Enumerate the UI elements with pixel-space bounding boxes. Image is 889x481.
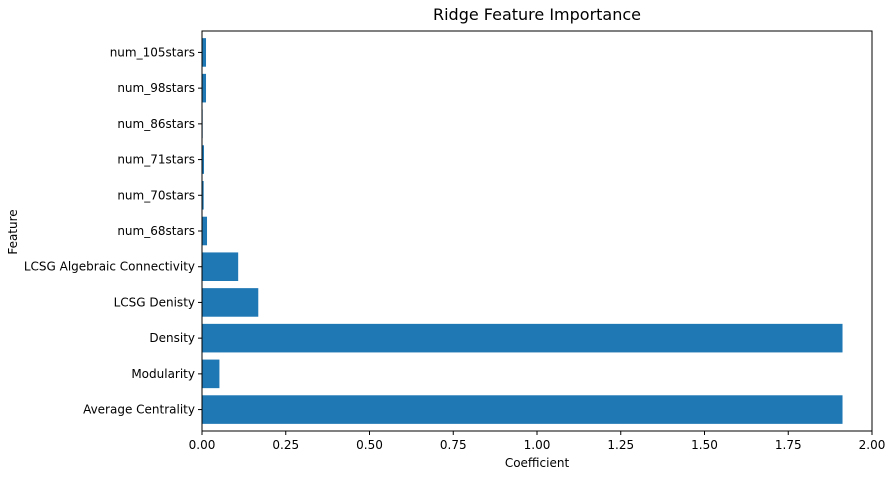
x-axis-label: Coefficient bbox=[505, 456, 570, 470]
y-tick-label: num_105stars bbox=[110, 45, 195, 59]
y-tick-label: num_86stars bbox=[117, 117, 195, 131]
x-tick-label: 1.00 bbox=[524, 438, 551, 452]
bar-num-105stars bbox=[202, 38, 207, 67]
x-tick-label: 0.00 bbox=[189, 438, 216, 452]
bar-density bbox=[202, 323, 843, 353]
y-tick-label: LCSG Algebraic Connectivity bbox=[24, 260, 195, 274]
y-axis-label: Feature bbox=[6, 209, 20, 254]
bar-num-98stars bbox=[202, 73, 207, 103]
bar-modularity bbox=[202, 359, 220, 389]
x-tick-label: 2.00 bbox=[859, 438, 886, 452]
y-tick-label: Average Centrality bbox=[83, 403, 195, 417]
x-tick-label: 0.75 bbox=[440, 438, 467, 452]
y-tick-label: num_70stars bbox=[117, 188, 195, 202]
x-tick-label: 1.50 bbox=[691, 438, 718, 452]
x-tick-label: 1.75 bbox=[775, 438, 802, 452]
y-tick-label: num_71stars bbox=[117, 153, 195, 167]
y-axis-ticks: Average Centrality Modularity Density LCSG … bbox=[24, 45, 202, 417]
bar-lcsg-denisty bbox=[202, 288, 259, 317]
x-axis-ticks: 0.00 0.25 0.50 0.75 1.00 1.25 1.50 1.75 2.00 bbox=[189, 431, 886, 452]
plot-frame bbox=[201, 30, 873, 432]
bar-num-71stars bbox=[202, 145, 205, 174]
bar-num-68stars bbox=[202, 216, 208, 246]
bar-average-centrality bbox=[202, 395, 843, 424]
chart-title: Ridge Feature Importance bbox=[433, 5, 641, 24]
y-tick-label: num_68stars bbox=[117, 224, 195, 238]
y-tick-label: LCSG Denisty bbox=[114, 295, 195, 309]
x-tick-label: 0.50 bbox=[356, 438, 383, 452]
y-tick-label: num_98stars bbox=[117, 81, 195, 95]
bar-num-70stars bbox=[202, 181, 204, 210]
bars-layer bbox=[202, 38, 843, 424]
bar-lcsg-algebraic-connectivity bbox=[202, 252, 239, 281]
x-tick-label: 1.25 bbox=[607, 438, 634, 452]
y-tick-label: Modularity bbox=[131, 367, 195, 381]
x-tick-label: 0.25 bbox=[272, 438, 299, 452]
y-tick-label: Density bbox=[149, 331, 195, 345]
